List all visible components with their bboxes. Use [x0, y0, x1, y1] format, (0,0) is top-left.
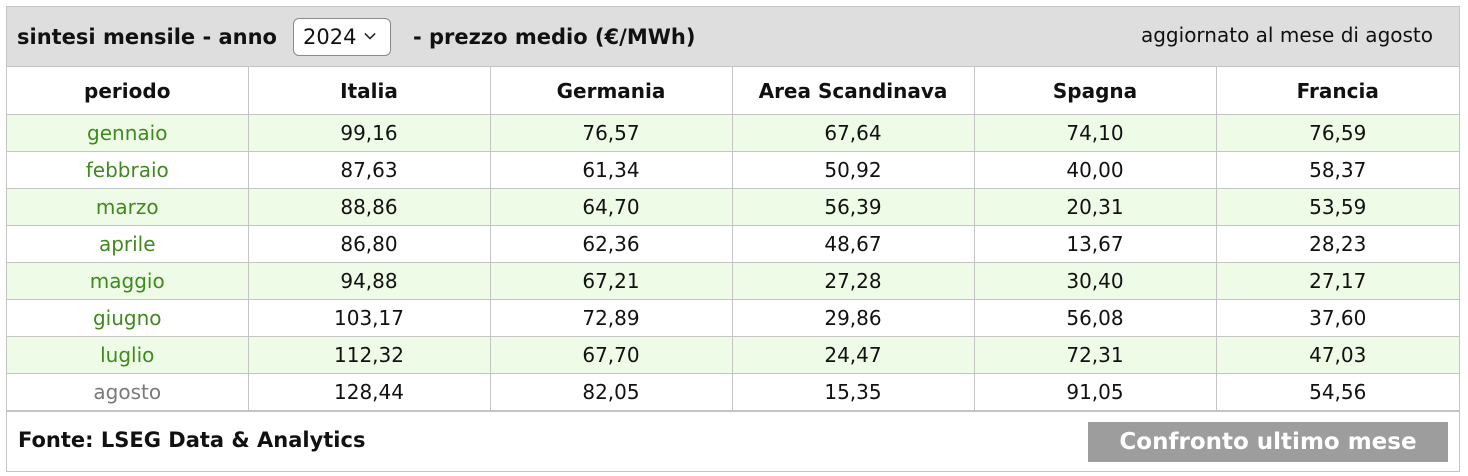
- month-cell[interactable]: marzo: [7, 188, 249, 226]
- price-cell: 48,67: [731, 225, 975, 263]
- year-select-value: 2024: [303, 24, 357, 49]
- summary-header: sintesi mensile - anno 2024 - prezzo med…: [7, 7, 1459, 67]
- monthly-summary-panel: sintesi mensile - anno 2024 - prezzo med…: [6, 6, 1460, 472]
- price-subtitle: - prezzo medio (€/MWh): [413, 24, 696, 49]
- price-cell: 99,16: [247, 114, 491, 152]
- price-cell: 67,70: [489, 336, 733, 374]
- price-cell: 67,64: [731, 114, 975, 152]
- summary-title: sintesi mensile - anno: [17, 24, 277, 49]
- table-row: agosto 128,44 82,05 15,35 91,05 54,56: [7, 373, 1459, 411]
- price-cell: 27,28: [731, 262, 975, 300]
- column-header-periodo: periodo: [7, 67, 249, 115]
- month-cell[interactable]: giugno: [7, 299, 249, 337]
- year-select[interactable]: 2024: [293, 17, 391, 56]
- price-cell: 50,92: [731, 151, 975, 189]
- price-cell: 28,23: [1215, 225, 1459, 263]
- price-table: periodo Italia Germania Area Scandinava …: [7, 67, 1459, 411]
- price-cell: 54,56: [1215, 373, 1459, 411]
- price-cell: 62,36: [489, 225, 733, 263]
- price-cell: 112,32: [247, 336, 491, 374]
- price-cell: 76,57: [489, 114, 733, 152]
- month-cell[interactable]: gennaio: [7, 114, 249, 152]
- price-cell: 53,59: [1215, 188, 1459, 226]
- price-cell: 37,60: [1215, 299, 1459, 337]
- price-cell: 64,70: [489, 188, 733, 226]
- price-cell: 24,47: [731, 336, 975, 374]
- column-header-area-scandinava: Area Scandinava: [731, 67, 975, 115]
- month-cell[interactable]: febbraio: [7, 151, 249, 189]
- price-cell: 88,86: [247, 188, 491, 226]
- price-cell: 29,86: [731, 299, 975, 337]
- table-row: luglio 112,32 67,70 24,47 72,31 47,03: [7, 336, 1459, 374]
- price-cell: 76,59: [1215, 114, 1459, 152]
- column-header-italia: Italia: [247, 67, 491, 115]
- table-row: marzo 88,86 64,70 56,39 20,31 53,59: [7, 188, 1459, 226]
- price-cell: 94,88: [247, 262, 491, 300]
- month-cell[interactable]: luglio: [7, 336, 249, 374]
- price-cell: 13,67: [973, 225, 1217, 263]
- summary-footer: Fonte: LSEG Data & Analytics Confronto u…: [7, 411, 1459, 472]
- table-row: maggio 94,88 67,21 27,28 30,40 27,17: [7, 262, 1459, 300]
- price-cell: 15,35: [731, 373, 975, 411]
- table-row: gennaio 99,16 76,57 67,64 74,10 76,59: [7, 114, 1459, 152]
- price-cell: 30,40: [973, 262, 1217, 300]
- month-cell[interactable]: maggio: [7, 262, 249, 300]
- price-cell: 87,63: [247, 151, 491, 189]
- price-cell: 72,89: [489, 299, 733, 337]
- month-cell-current: agosto: [7, 373, 249, 411]
- table-row: febbraio 87,63 61,34 50,92 40,00 58,37: [7, 151, 1459, 189]
- column-header-germania: Germania: [489, 67, 733, 115]
- price-cell: 128,44: [247, 373, 491, 411]
- table-header-row: periodo Italia Germania Area Scandinava …: [7, 67, 1459, 115]
- column-header-francia: Francia: [1215, 67, 1459, 115]
- price-cell: 72,31: [973, 336, 1217, 374]
- chevron-down-icon: [364, 31, 377, 43]
- price-cell: 91,05: [973, 373, 1217, 411]
- price-cell: 103,17: [247, 299, 491, 337]
- price-cell: 56,08: [973, 299, 1217, 337]
- table-row: aprile 86,80 62,36 48,67 13,67 28,23: [7, 225, 1459, 263]
- price-cell: 40,00: [973, 151, 1217, 189]
- price-cell: 47,03: [1215, 336, 1459, 374]
- price-cell: 86,80: [247, 225, 491, 263]
- price-cell: 56,39: [731, 188, 975, 226]
- compare-last-month-button[interactable]: Confronto ultimo mese: [1088, 422, 1448, 462]
- table-row: giugno 103,17 72,89 29,86 56,08 37,60: [7, 299, 1459, 337]
- column-header-spagna: Spagna: [973, 67, 1217, 115]
- price-cell: 67,21: [489, 262, 733, 300]
- price-cell: 61,34: [489, 151, 733, 189]
- price-cell: 58,37: [1215, 151, 1459, 189]
- price-cell: 20,31: [973, 188, 1217, 226]
- data-source-label: Fonte: LSEG Data & Analytics: [18, 428, 366, 452]
- price-cell: 27,17: [1215, 262, 1459, 300]
- price-cell: 82,05: [489, 373, 733, 411]
- month-cell[interactable]: aprile: [7, 225, 249, 263]
- updated-note: aggiornato al mese di agosto: [1140, 23, 1433, 47]
- price-cell: 74,10: [973, 114, 1217, 152]
